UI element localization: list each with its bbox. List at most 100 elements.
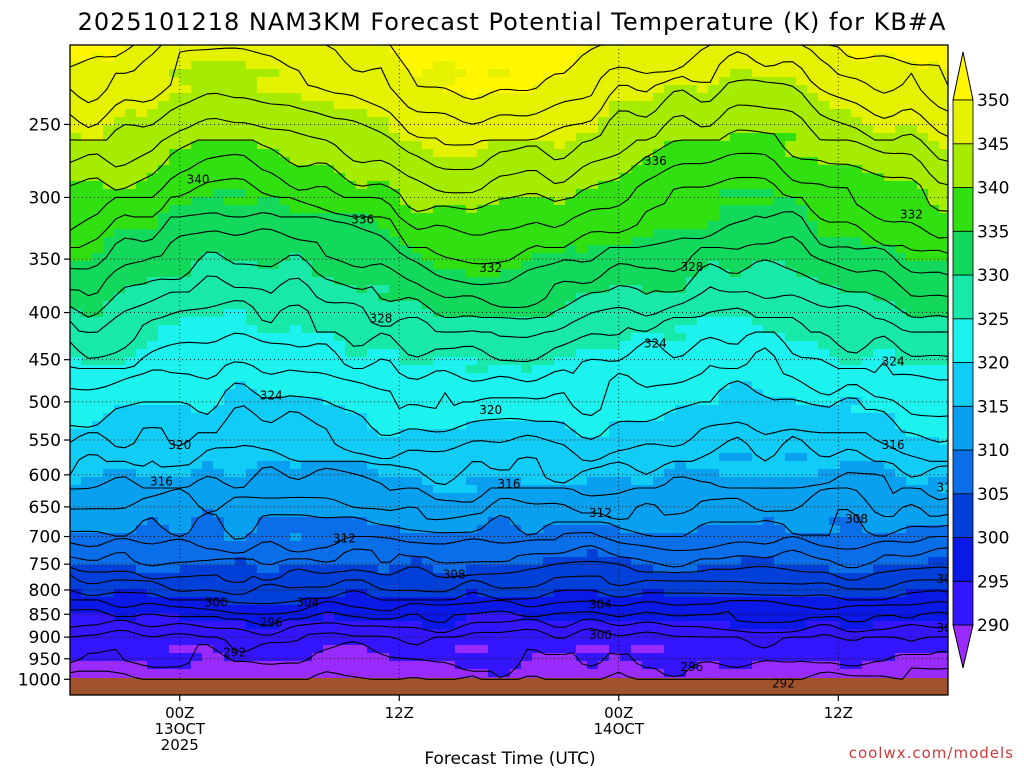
isentrope-328 — [70, 275, 948, 338]
y-tick-label: 350 — [29, 250, 61, 270]
contour-label: 308 — [845, 512, 868, 526]
y-tick-label: 300 — [29, 188, 61, 208]
isentrope-298 — [70, 599, 948, 615]
isentrope-320 — [70, 380, 948, 443]
isentrope-350 — [70, 45, 948, 101]
contour-label: 304 — [589, 598, 612, 612]
contour-label: 312 — [333, 531, 356, 545]
colorbar-top-arrow — [952, 51, 974, 101]
contour-label: 332 — [479, 261, 502, 275]
source-credit: coolwx.com/models — [849, 744, 1014, 762]
contour-label: 320 — [168, 438, 191, 452]
isentrope-292 — [70, 628, 948, 653]
contour-label: 328 — [680, 260, 703, 274]
contour-label: 300 — [937, 621, 960, 635]
colorbar-label: 325 — [977, 310, 1009, 330]
x-tick-label: 13OCT — [154, 720, 205, 738]
contour-label: 300 — [589, 628, 612, 642]
isentrope-336 — [70, 176, 948, 265]
y-tick-label: 500 — [29, 393, 61, 413]
isentrope-318 — [70, 405, 948, 462]
y-tick-label: 900 — [29, 628, 61, 648]
colorbar-label: 320 — [977, 354, 1009, 374]
plot-frame — [69, 44, 949, 696]
isentrope-342 — [70, 104, 948, 194]
contour-label: 316 — [150, 474, 173, 488]
contour-label: 308 — [443, 568, 466, 582]
colorbar-label: 345 — [977, 135, 1009, 155]
contour-label: 320 — [479, 403, 502, 417]
colorbar-label: 295 — [977, 572, 1009, 592]
colorbar-label: 315 — [977, 397, 1009, 417]
isentrope-348 — [70, 45, 948, 125]
contour-label: 304 — [937, 572, 960, 586]
y-tick-label: 450 — [29, 351, 61, 371]
potential-temperature-fill — [70, 45, 948, 686]
contour-label: 292 — [223, 645, 246, 659]
colorbar-swatch — [952, 405, 974, 451]
y-tick-label: 1000 — [18, 670, 61, 690]
y-tick-label: 650 — [29, 498, 61, 518]
colorbar-label: 350 — [977, 91, 1009, 111]
chart-title: 2025101218 NAM3KM Forecast Potential Tem… — [78, 8, 947, 36]
contour-labels: 3403363363323323283283283243243243203203… — [150, 154, 960, 690]
contour-label: 296 — [680, 660, 703, 674]
y-tick-label: 850 — [29, 605, 61, 625]
isentrope-338 — [70, 152, 948, 239]
isentrope-322 — [70, 347, 948, 418]
isentrope-290 — [70, 641, 948, 679]
contour-label: 324 — [644, 336, 667, 350]
contour-label: 324 — [882, 354, 905, 368]
colorbar-label: 340 — [977, 179, 1009, 199]
isentrope-326 — [70, 300, 948, 362]
colorbar-label: 290 — [977, 616, 1009, 636]
isentrope-344 — [70, 79, 948, 171]
contour-label: 304 — [296, 595, 319, 609]
contour-label: 296 — [260, 616, 283, 630]
colorbar-swatch — [952, 449, 974, 495]
colorbar-bottom-arrow — [952, 624, 974, 669]
isentrope-324 — [70, 331, 948, 383]
isentrope-330 — [70, 251, 948, 320]
isentrope-300 — [70, 589, 948, 605]
contour-label: 312 — [937, 480, 960, 494]
colorbar-swatch — [952, 493, 974, 538]
isentrope-332 — [70, 228, 948, 309]
contour-label: 292 — [772, 676, 795, 690]
colorbar-swatch — [952, 537, 974, 582]
x-tick-label: 00Z — [165, 704, 194, 722]
y-tick-label: 800 — [29, 581, 61, 601]
grid — [70, 45, 948, 678]
isentrope-346 — [70, 47, 948, 146]
x-axis-title: Forecast Time (UTC) — [424, 749, 595, 768]
colorbar-swatch — [952, 187, 974, 232]
contour-label: 316 — [498, 477, 521, 491]
y-tick-label: 400 — [29, 304, 61, 324]
isentrope-308 — [70, 532, 948, 554]
colorbar-swatch — [952, 318, 974, 363]
isentrope-334 — [70, 211, 948, 286]
x-tick-label: 12Z — [385, 704, 414, 722]
isentrope-314 — [70, 466, 948, 503]
ground-band — [70, 678, 948, 695]
contour-label: 340 — [187, 173, 210, 187]
contour-label: 324 — [260, 388, 283, 402]
isentrope-310 — [70, 508, 948, 540]
isentrope-302 — [70, 574, 948, 595]
contour-label: 336 — [351, 212, 374, 226]
colorbar-label: 310 — [977, 441, 1009, 461]
colorbar-swatch — [952, 362, 974, 407]
contour-label: 300 — [205, 595, 228, 609]
contour-label: 316 — [882, 438, 905, 452]
isentrope-340 — [70, 129, 948, 213]
colorbar-swatch — [952, 230, 974, 276]
isentrope-296 — [70, 608, 948, 626]
isentrope-contours — [70, 45, 948, 680]
isentrope-294 — [70, 618, 948, 636]
colorbar-label: 300 — [977, 529, 1009, 549]
x-tick-label: 12Z — [824, 704, 853, 722]
y-tick-label: 550 — [29, 431, 61, 451]
colorbar-swatch — [952, 274, 974, 320]
x-tick-label: 2025 — [161, 736, 199, 754]
colorbar-swatch — [952, 580, 974, 626]
